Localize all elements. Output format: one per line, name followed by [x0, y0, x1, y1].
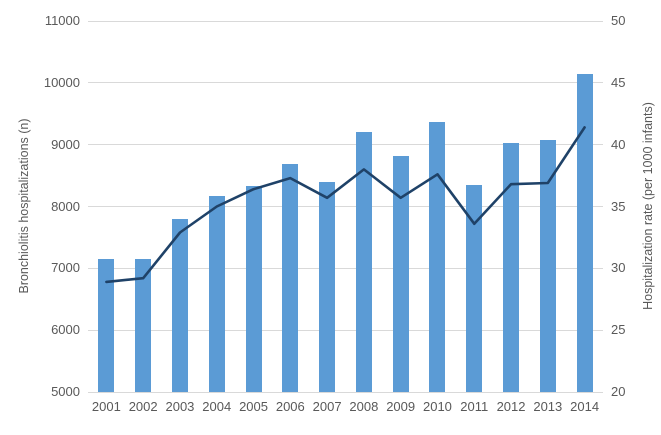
bar-2011 [466, 185, 483, 392]
gridline [88, 267, 603, 269]
plot-area [88, 20, 603, 393]
gridline [88, 144, 603, 146]
bar-2009 [392, 155, 409, 392]
bar-2002 [135, 259, 152, 392]
bar-2004 [208, 195, 225, 392]
x-tick-2007: 2007 [312, 399, 342, 414]
y-right-tick-label: 45 [611, 74, 626, 90]
y-right-tick-label: 20 [611, 384, 626, 399]
y-left-tick-label: 5000 [51, 384, 80, 399]
gridline [88, 20, 603, 22]
x-tick-2006: 2006 [275, 399, 305, 414]
y-right-tick-label: 50 [611, 13, 626, 28]
bar-2003 [171, 218, 188, 392]
gridline [88, 206, 603, 207]
y-right-tick-label: 25 [611, 322, 626, 338]
y-right-tick-label: 35 [611, 198, 626, 214]
y-left-tick-label: 7000 [51, 260, 80, 276]
x-tick-2004: 2004 [202, 399, 232, 414]
bar-2010 [429, 122, 446, 392]
hospitalization-rate-line [105, 126, 586, 284]
x-tick-2002: 2002 [128, 399, 158, 414]
y-left-tick-label: 8000 [51, 198, 80, 214]
gridline [88, 82, 603, 84]
x-tick-2009: 2009 [386, 399, 416, 414]
x-tick-2011: 2011 [460, 399, 489, 414]
y-left-tick-label: 10000 [43, 74, 80, 90]
bar-2014 [576, 73, 593, 392]
x-tick-2012: 2012 [496, 399, 526, 414]
rate-polyline [105, 126, 586, 284]
bar-2008 [355, 132, 372, 392]
y-left-tick-label: 9000 [51, 136, 80, 152]
y-left-tick-label: 11000 [44, 13, 80, 28]
bar-2001 [98, 259, 115, 392]
x-tick-2013: 2013 [533, 399, 563, 414]
bar-2012 [503, 143, 520, 392]
x-tick-2008: 2008 [349, 399, 379, 414]
bar-2006 [282, 163, 299, 392]
gridline [88, 391, 603, 393]
x-tick-2001: 2001 [91, 399, 121, 414]
y-right-tick-label: 30 [611, 260, 626, 276]
y-left-tick-label: 6000 [51, 322, 80, 338]
bar-2005 [245, 186, 262, 392]
gridline [88, 329, 603, 331]
bar-2007 [319, 181, 336, 392]
x-tick-2010: 2010 [422, 399, 452, 414]
x-tick-2005: 2005 [239, 399, 268, 414]
y-right-tick-label: 40 [611, 136, 626, 152]
x-tick-2014: 2014 [570, 399, 600, 414]
x-tick-2003: 2003 [165, 399, 195, 414]
bar-2013 [539, 139, 556, 392]
